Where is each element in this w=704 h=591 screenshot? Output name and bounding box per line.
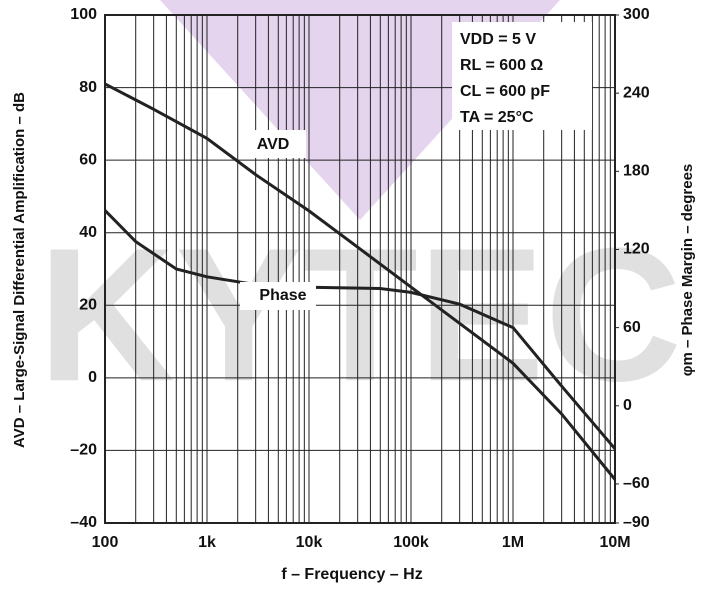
- y2-axis-label: φm – Phase Margin – degrees: [679, 164, 696, 376]
- legend-label: AVD: [257, 136, 290, 153]
- x-tick-label: 100k: [393, 534, 429, 551]
- annotation: VDD = 5 V: [460, 31, 536, 48]
- y2-tick-label: 0: [623, 397, 632, 414]
- y2-tick-label: –90: [623, 514, 650, 531]
- y-tick-label: 100: [70, 6, 97, 23]
- x-axis-label: f – Frequency – Hz: [281, 566, 422, 583]
- y-tick-label: 80: [79, 79, 97, 96]
- y-tick-label: 60: [79, 151, 97, 168]
- annotation-box: [452, 22, 592, 130]
- x-tick-label: 10k: [296, 534, 323, 551]
- y-tick-label: 0: [88, 369, 97, 386]
- x-tick-label: 1M: [502, 534, 524, 551]
- y-tick-label: 20: [79, 297, 97, 314]
- y2-tick-label: 240: [623, 84, 650, 101]
- y2-tick-label: 60: [623, 319, 641, 336]
- y2-tick-label: –60: [623, 475, 650, 492]
- legend-label: Phase: [259, 287, 306, 304]
- x-tick-label: 1k: [198, 534, 216, 551]
- label-bg: [240, 130, 306, 158]
- y2-tick-label: 120: [623, 241, 650, 258]
- y-tick-label: –40: [70, 514, 97, 531]
- label-bg: [240, 282, 316, 310]
- y-tick-label: 40: [79, 224, 97, 241]
- annotation: CL = 600 pF: [460, 83, 550, 100]
- y-tick-label: –20: [70, 442, 97, 459]
- series-line: [104, 82, 617, 481]
- series-line: [103, 209, 617, 450]
- y-axis-label: AVD – Large-Signal Differential Amplific…: [11, 92, 28, 448]
- x-tick-label: 100: [92, 534, 119, 551]
- x-tick-label: 10M: [599, 534, 630, 551]
- annotation: RL = 600 Ω: [460, 57, 543, 74]
- y2-tick-label: 180: [623, 163, 650, 180]
- plot-frame: [104, 14, 616, 524]
- annotation: TA = 25°C: [460, 109, 534, 126]
- y2-tick-label: 300: [623, 6, 650, 23]
